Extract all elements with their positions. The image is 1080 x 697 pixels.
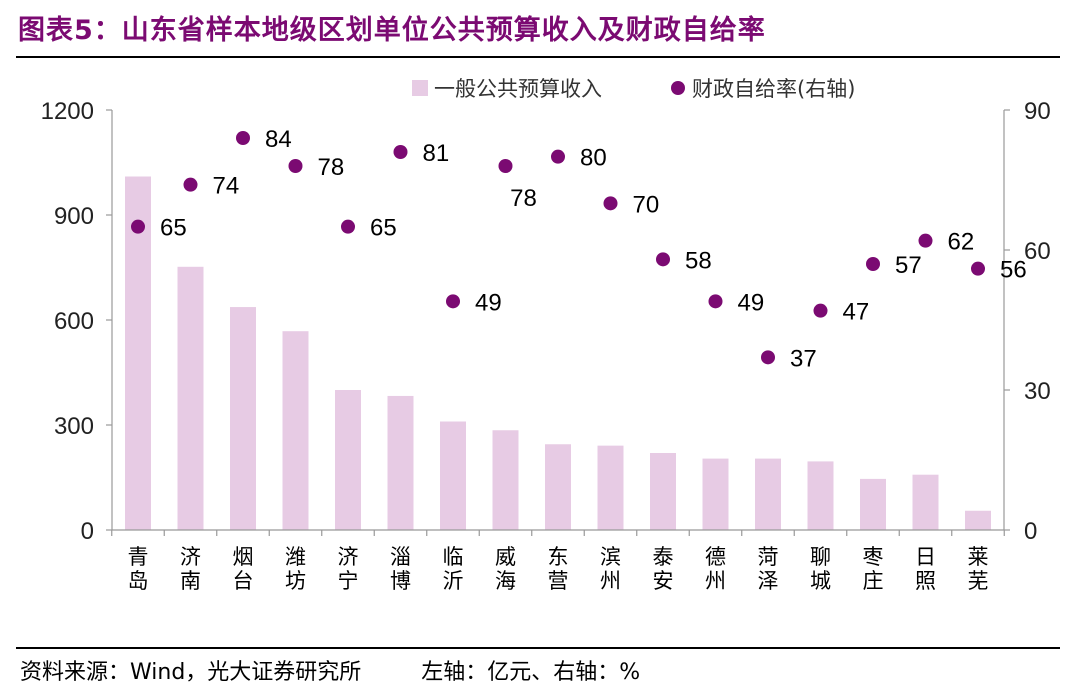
category-label: 东营	[548, 545, 569, 593]
ratio-dot	[183, 177, 198, 192]
ratio-data-label: 65	[160, 215, 187, 242]
ratio-dot	[236, 131, 250, 145]
ratio-data-label: 65	[370, 215, 397, 242]
right-tick-label: 30	[1024, 378, 1051, 405]
legend: 一般公共预算收入 财政自给率(右轴)	[412, 77, 855, 101]
left-tick-label: 900	[54, 203, 94, 230]
ratio-data-label: 70	[633, 191, 660, 218]
ratio-data-label: 62	[948, 229, 975, 256]
bar	[650, 453, 676, 530]
source-note: 资料来源：Wind，光大证券研究所 左轴：亿元、右轴：%	[20, 654, 640, 686]
ratio-data-label: 49	[475, 289, 502, 316]
ratio-dot	[971, 261, 985, 276]
ratio-data-label: 56	[1000, 257, 1027, 284]
left-tick-label: 300	[54, 413, 94, 440]
source-text: 资料来源：Wind，光大证券研究所	[20, 660, 362, 685]
legend-bar-label: 一般公共预算收入	[434, 77, 602, 101]
ratio-dot	[446, 294, 460, 309]
bar	[387, 395, 414, 530]
category-label: 滨州	[600, 545, 621, 593]
bar	[545, 444, 571, 530]
bar	[335, 390, 361, 530]
legend-bar-swatch	[412, 80, 428, 96]
ratio-dot	[341, 219, 355, 234]
ratio-dot	[393, 145, 408, 159]
ratio-data-label: 47	[843, 299, 870, 326]
category-label: 青岛	[128, 545, 149, 593]
ratio-data-label: 80	[580, 145, 607, 172]
ratio-dot	[761, 350, 775, 365]
bar	[230, 307, 256, 530]
category-label: 聊城	[810, 545, 831, 593]
left-tick-label: 0	[81, 518, 94, 545]
bar	[440, 421, 466, 530]
ratio-dot	[498, 159, 513, 173]
bar	[755, 458, 781, 530]
left-tick-label: 600	[54, 308, 94, 335]
category-label: 莱芜	[968, 545, 989, 593]
category-label: 德州	[705, 545, 726, 593]
bar	[492, 430, 519, 530]
labels-group: 65 74 84 78 65 81 49 78 80 70 58 49 37 47 57 62 56	[160, 126, 1027, 372]
category-label: 济南	[180, 545, 201, 593]
right-tick-label: 90	[1024, 98, 1051, 125]
title-divider	[16, 56, 1060, 58]
left-tick-label: 1200	[41, 98, 94, 125]
units-text: 左轴：亿元、右轴：%	[421, 660, 641, 685]
bar	[177, 266, 204, 530]
ratio-dot	[131, 219, 145, 234]
category-label: 泰安	[653, 545, 674, 593]
category-label: 潍坊	[285, 545, 306, 593]
bar	[702, 458, 729, 530]
bar	[807, 461, 834, 530]
footer-divider	[16, 647, 1060, 649]
ratio-dot	[551, 149, 565, 164]
category-label: 烟台	[233, 545, 254, 593]
bar	[597, 445, 624, 530]
ratio-data-label: 78	[510, 185, 537, 212]
right-tick-label: 0	[1024, 518, 1037, 545]
ratio-data-label: 37	[790, 345, 817, 372]
category-label: 济宁	[338, 545, 359, 593]
ratio-dot	[866, 257, 880, 271]
legend-dot-label: 财政自给率(右轴)	[692, 77, 855, 101]
category-label: 威海	[495, 545, 516, 593]
category-label: 临沂	[443, 545, 464, 593]
ratio-dot	[708, 294, 723, 309]
category-label: 菏泽	[758, 545, 779, 593]
bar	[965, 510, 991, 530]
ratio-data-label: 58	[685, 247, 712, 274]
legend-dot-swatch	[671, 81, 685, 95]
chart-title: 图表5：山东省样本地级区划单位公共预算收入及财政自给率	[18, 15, 766, 46]
ratio-dot	[813, 303, 828, 318]
bar	[912, 474, 939, 530]
right-tick-label: 60	[1024, 238, 1051, 265]
axes-group: 0 300 600 900 1200 0 30 60 90 青岛济南烟台潍坊济宁淄博临沂威海东营滨…	[41, 98, 1051, 593]
category-label: 枣庄	[863, 545, 884, 593]
ratio-dot	[288, 159, 303, 173]
ratio-dot	[603, 196, 618, 211]
category-label: 日照	[915, 545, 936, 593]
bars-group	[125, 176, 991, 530]
ratio-data-label: 49	[738, 289, 765, 316]
bar	[860, 478, 886, 530]
ratio-data-label: 84	[265, 126, 292, 153]
ratio-data-label: 81	[423, 140, 450, 167]
ratio-data-label: 57	[895, 252, 922, 279]
bar	[125, 176, 151, 530]
category-label: 淄博	[390, 545, 411, 593]
bar	[282, 331, 309, 530]
ratio-dot	[918, 233, 933, 248]
dots-group	[131, 131, 985, 365]
ratio-data-label: 74	[213, 173, 240, 200]
ratio-dot	[656, 252, 670, 267]
ratio-data-label: 78	[318, 154, 345, 181]
